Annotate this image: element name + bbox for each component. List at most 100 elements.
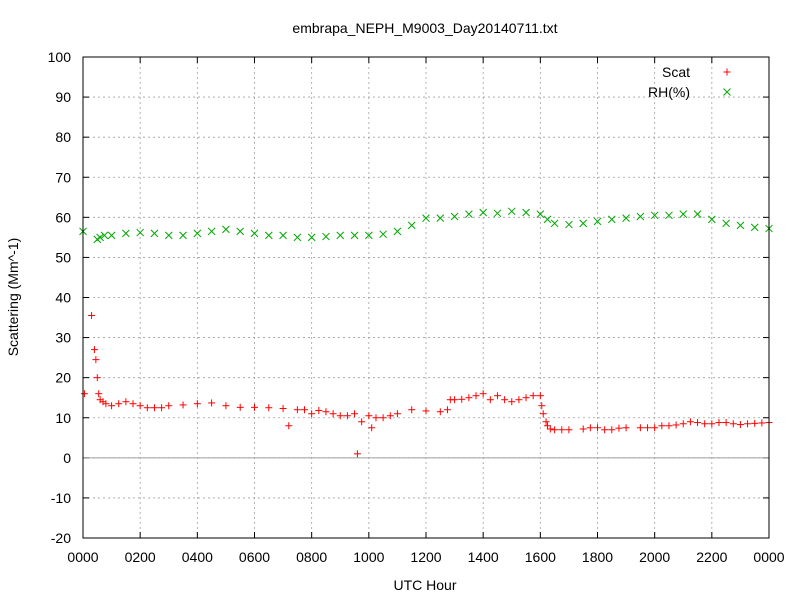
- data-point-rh: [307, 233, 316, 242]
- data-point-scat: [644, 424, 652, 432]
- data-point-scat: [150, 404, 158, 412]
- data-point-rh: [536, 210, 545, 218]
- data-point-rh: [100, 231, 109, 240]
- data-point-rh: [107, 231, 116, 240]
- data-point-scat: [594, 424, 601, 432]
- x-tick-label: 0000: [753, 549, 784, 565]
- data-point-rh: [293, 233, 302, 242]
- y-tick-label: 10: [55, 410, 71, 426]
- data-point-rh: [236, 227, 245, 236]
- data-point-scat: [586, 424, 594, 432]
- data-point-scat: [558, 426, 566, 434]
- data-point-scat: [329, 410, 337, 418]
- data-point-scat: [336, 412, 344, 420]
- data-point-scat: [529, 392, 537, 400]
- marker-stroke: [465, 210, 473, 218]
- data-point-scat: [129, 400, 137, 408]
- data-point-scat: [751, 419, 759, 427]
- marker-stroke: [679, 210, 688, 218]
- marker-stroke: [122, 229, 130, 238]
- data-point-rh: [636, 212, 645, 221]
- y-tick-label: 40: [55, 290, 71, 306]
- marker-stroke: [536, 210, 545, 218]
- data-point-rh: [364, 231, 373, 240]
- data-point-rh: [722, 219, 730, 228]
- marker-stroke: [379, 230, 387, 239]
- data-point-scat: [508, 398, 516, 406]
- grid: [82, 56, 770, 539]
- x-tick-label: 0600: [239, 549, 270, 565]
- legend-marker-rh: [723, 88, 731, 96]
- marker-stroke: [222, 225, 230, 234]
- data-point-scat: [472, 392, 480, 400]
- x-tick-label: 0800: [296, 549, 327, 565]
- data-point-scat: [579, 425, 587, 433]
- data-point-rh: [179, 231, 187, 240]
- data-point-rh: [465, 210, 473, 218]
- data-point-rh: [579, 219, 588, 228]
- y-tick-label: -10: [51, 490, 71, 506]
- marker-stroke: [422, 214, 430, 222]
- data-point-scat: [193, 400, 201, 408]
- data-point-scat: [372, 414, 380, 422]
- x-tick-label: 1000: [353, 549, 384, 565]
- marker-stroke: [636, 212, 645, 221]
- data-point-scat: [322, 408, 330, 416]
- marker-stroke: [236, 227, 245, 236]
- marker-stroke: [543, 215, 552, 224]
- data-point-rh: [436, 214, 445, 222]
- data-point-scat: [422, 407, 430, 415]
- marker-stroke: [579, 219, 588, 228]
- data-point-rh: [550, 219, 559, 228]
- tick-labels: -20 -10 0 10 20 30 40 50 60 70 80 90 100 0000 0200 0400…: [48, 49, 785, 565]
- data-point-scat: [301, 406, 309, 414]
- marker-stroke: [293, 233, 302, 242]
- data-point-scat: [479, 390, 487, 398]
- y-tick-label: 80: [55, 129, 71, 145]
- data-point-scat: [208, 399, 216, 407]
- data-point-rh: [593, 217, 602, 226]
- marker-stroke: [207, 227, 216, 236]
- x-tick-label: 2200: [696, 549, 727, 565]
- data-point-rh: [479, 208, 488, 217]
- marker-stroke: [622, 214, 630, 222]
- x-tick-label: 1800: [582, 549, 613, 565]
- data-point-scat: [565, 426, 573, 434]
- data-point-scat: [651, 424, 659, 432]
- data-point-scat: [251, 403, 258, 411]
- marker-stroke: [96, 233, 105, 242]
- data-point-scat: [465, 394, 473, 402]
- data-point-scat: [343, 412, 351, 420]
- data-point-rh: [422, 214, 430, 222]
- marker-stroke: [607, 215, 616, 224]
- data-point-scat: [80, 390, 88, 398]
- data-point-scat: [358, 418, 366, 426]
- data-point-scat: [92, 356, 100, 364]
- data-point-scat: [379, 414, 387, 422]
- data-point-rh: [350, 231, 359, 240]
- marker-stroke: [350, 231, 359, 240]
- marker-stroke: [479, 208, 488, 217]
- marker-stroke: [722, 219, 730, 228]
- marker-stroke: [264, 231, 273, 240]
- data-point-scat: [408, 406, 416, 414]
- x-tick-label: 0000: [67, 549, 98, 565]
- data-point-rh: [193, 229, 202, 238]
- data-point-scat: [265, 404, 273, 412]
- marker-stroke: [364, 231, 373, 240]
- marker-stroke: [723, 88, 731, 96]
- marker-stroke: [650, 211, 659, 220]
- marker-stroke: [507, 207, 516, 216]
- data-point-scat: [143, 404, 151, 412]
- data-point-scat: [279, 405, 287, 413]
- data-point-rh: [693, 210, 702, 218]
- marker-stroke: [179, 231, 187, 240]
- data-point-scat: [95, 390, 103, 398]
- y-axis-label: Scattering (Mm^-1): [5, 238, 21, 357]
- series-scat: [80, 312, 773, 458]
- data-point-scat: [115, 400, 123, 408]
- data-point-scat: [108, 402, 116, 410]
- data-point-rh: [336, 231, 345, 240]
- data-point-rh: [650, 211, 659, 220]
- marker-stroke: [322, 232, 330, 241]
